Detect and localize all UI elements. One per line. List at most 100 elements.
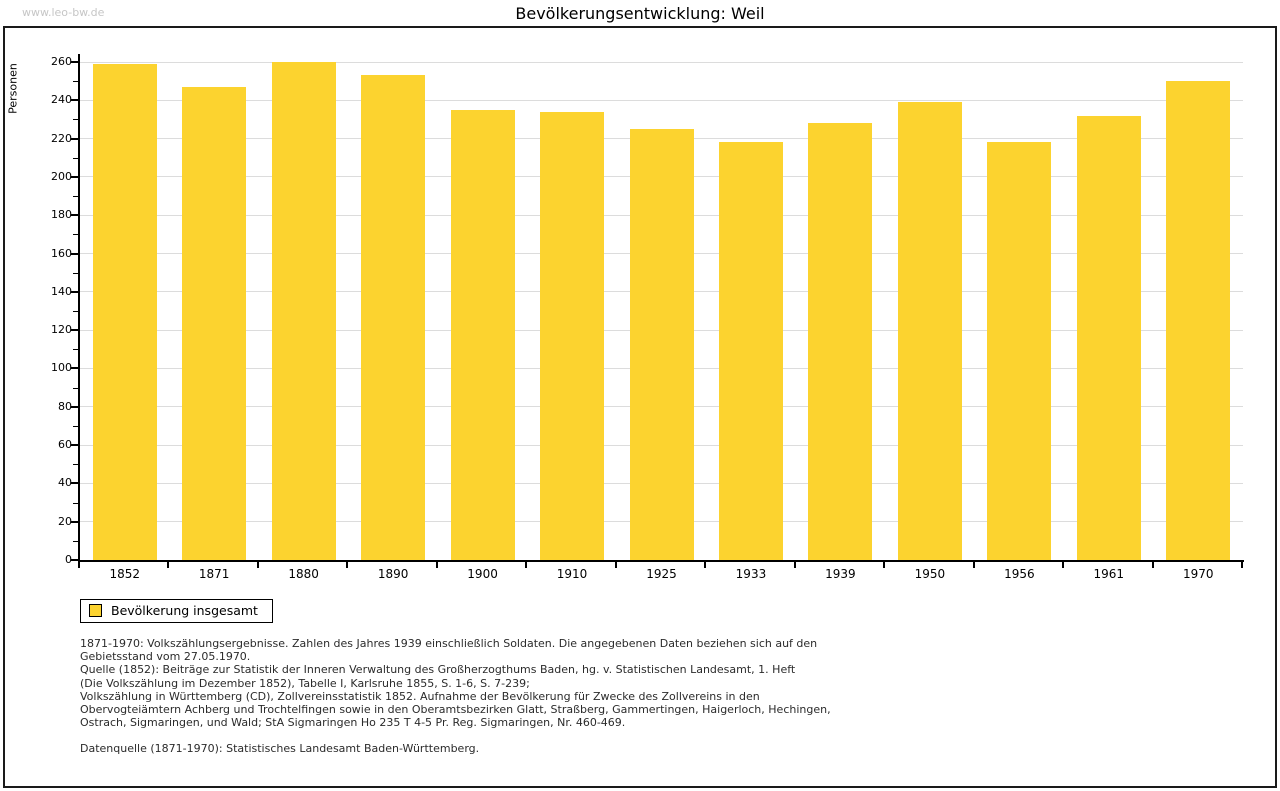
y-minor-tick-110 <box>73 349 78 351</box>
y-tick-label-80: 80 <box>58 399 72 413</box>
bar-1871 <box>182 86 247 560</box>
x-tick-label-1871: 1871 <box>198 567 230 581</box>
y-minor-tick-250 <box>73 81 78 83</box>
x-tick-label-1880: 1880 <box>288 567 319 581</box>
y-minor-tick-70 <box>73 425 78 427</box>
footnote-line: (Die Volkszählung im Dezember 1852), Tab… <box>80 676 530 690</box>
legend: Bevölkerung insgesamt <box>80 599 273 623</box>
x-tick-label-1890: 1890 <box>377 567 409 581</box>
x-tick-label-1910: 1910 <box>556 567 588 581</box>
y-tick-160 <box>71 252 78 255</box>
y-minor-tick-170 <box>73 234 78 236</box>
y-minor-tick-30 <box>73 502 78 504</box>
bar-1880 <box>271 62 336 560</box>
x-tick-5 <box>525 562 528 568</box>
y-minor-tick-230 <box>73 119 78 121</box>
legend-label: Bevölkerung insgesamt <box>111 603 258 618</box>
y-minor-tick-10 <box>73 540 78 542</box>
y-minor-tick-190 <box>73 196 78 198</box>
y-tick-label-160: 160 <box>51 246 72 260</box>
x-tick-0 <box>78 562 80 568</box>
bar-1961 <box>1076 115 1141 560</box>
plot-area <box>80 54 1243 560</box>
y-tick-label-40: 40 <box>58 476 72 490</box>
y-minor-tick-130 <box>73 311 78 312</box>
y-tick-0 <box>71 559 78 561</box>
y-tick-40 <box>71 482 78 485</box>
bar-1925 <box>629 129 694 560</box>
y-tick-200 <box>71 175 78 178</box>
y-minor-tick-90 <box>73 387 78 389</box>
x-axis-line <box>78 560 1244 562</box>
watermark-leo-bw: www.leo-bw.de <box>22 6 105 19</box>
footnote-line: Quelle (1852): Beiträge zur Statistik de… <box>80 663 796 677</box>
x-tick-13 <box>1241 562 1243 568</box>
x-tick-label-1970: 1970 <box>1182 567 1214 581</box>
y-tick-140 <box>71 290 78 293</box>
x-tick-3 <box>346 562 349 568</box>
y-minor-tick-50 <box>73 464 78 466</box>
bar-1970 <box>1166 81 1231 560</box>
footnote-line: 1871-1970: Volkszählungsergebnisse. Zahl… <box>80 637 818 650</box>
y-tick-260 <box>71 61 78 63</box>
y-tick-label-140: 140 <box>51 284 72 298</box>
x-tick-label-1961: 1961 <box>1093 567 1125 581</box>
footnote-line: Volkszählung in Württemberg (CD), Zollve… <box>80 689 760 703</box>
gridline-260 <box>80 61 1243 63</box>
x-tick-4 <box>435 562 438 568</box>
bar-1890 <box>361 75 426 560</box>
bar-1933 <box>718 142 783 560</box>
x-tick-8 <box>793 562 796 568</box>
bar-1956 <box>987 142 1052 560</box>
bar-1900 <box>450 109 515 560</box>
y-tick-120 <box>71 329 78 332</box>
y-tick-label-200: 200 <box>51 169 72 183</box>
y-tick-label-260: 260 <box>51 55 72 68</box>
y-tick-80 <box>71 405 78 408</box>
gridline-240 <box>80 99 1243 101</box>
bar-1939 <box>808 123 873 560</box>
legend-swatch-icon <box>89 604 102 617</box>
y-tick-label-60: 60 <box>58 438 72 452</box>
bar-1950 <box>897 102 962 560</box>
x-tick-label-1925: 1925 <box>646 567 677 581</box>
y-tick-100 <box>71 367 78 370</box>
y-tick-180 <box>71 214 78 217</box>
x-tick-label-1900: 1900 <box>467 567 498 581</box>
y-minor-tick-150 <box>73 272 78 274</box>
y-axis-line <box>78 54 80 562</box>
footnote-line: Ostrach, Sigmaringen, und Wald; StA Sigm… <box>80 716 626 730</box>
x-tick-1 <box>167 562 170 568</box>
x-tick-11 <box>1062 562 1065 568</box>
footnote-line: Obervogteiämtern Achberg und Trochtelfin… <box>80 703 831 717</box>
y-tick-220 <box>71 137 78 140</box>
y-tick-label-100: 100 <box>51 361 72 375</box>
bar-1852 <box>92 63 157 560</box>
x-tick-6 <box>614 562 617 568</box>
y-tick-label-220: 220 <box>51 131 72 145</box>
x-tick-label-1950: 1950 <box>914 567 946 581</box>
y-tick-20 <box>71 520 78 523</box>
y-tick-label-180: 180 <box>51 208 72 222</box>
y-tick-label-0: 0 <box>65 553 72 566</box>
x-tick-2 <box>256 562 259 568</box>
x-tick-7 <box>704 562 707 568</box>
y-tick-label-120: 120 <box>51 323 72 337</box>
footnote-line: Gebietsstand vom 27.05.1970. <box>80 650 251 664</box>
x-tick-label-1933: 1933 <box>735 567 767 581</box>
y-minor-tick-210 <box>73 157 78 159</box>
footnotes: 1871-1970: Volkszählungsergebnisse. Zahl… <box>80 637 831 756</box>
y-tick-240 <box>71 99 78 102</box>
bar-1910 <box>540 111 605 560</box>
chart-title: Bevölkerungsentwicklung: Weil <box>515 4 765 23</box>
y-axis-title: Personen <box>6 63 20 114</box>
y-tick-label-240: 240 <box>51 93 72 107</box>
x-tick-12 <box>1151 562 1154 568</box>
x-tick-label-1956: 1956 <box>1004 567 1035 581</box>
x-tick-label-1939: 1939 <box>825 567 856 581</box>
x-tick-9 <box>883 562 886 568</box>
data-source-line: Datenquelle (1871-1970): Statistisches L… <box>80 742 480 756</box>
y-tick-label-20: 20 <box>58 514 72 528</box>
y-tick-60 <box>71 444 78 447</box>
